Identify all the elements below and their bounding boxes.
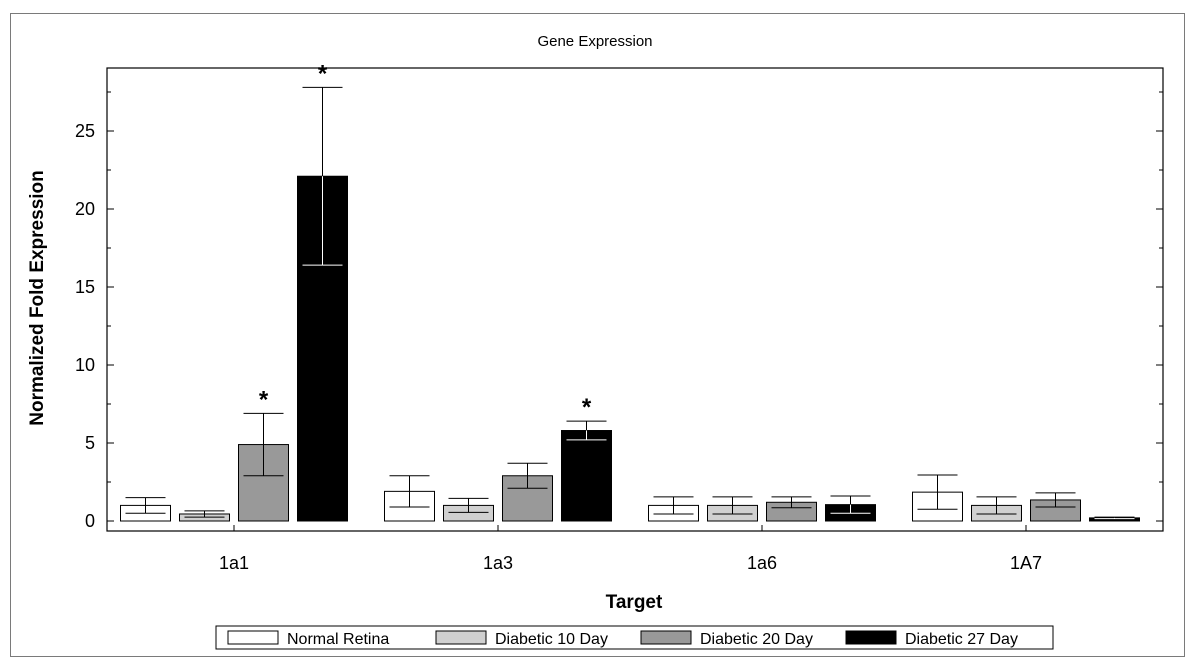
y-axis: 0 5 10 15 20 25 [75, 91, 1163, 531]
legend-box [215, 625, 1054, 650]
legend-label: Normal Retina [287, 631, 389, 648]
legend-label: Diabetic 20 Day [700, 631, 813, 648]
legend-swatch [640, 630, 692, 645]
x-axis: 1a1 1a3 1a6 1A7 [219, 525, 1042, 573]
chart-title: Gene Expression [537, 33, 652, 50]
legend-label: Diabetic 10 Day [495, 631, 608, 648]
significance-marker: * [318, 60, 328, 87]
bar [561, 430, 612, 522]
plot-border [106, 67, 1164, 532]
legend: Normal Retina Diabetic 10 Day Diabetic 20 … [215, 625, 1054, 650]
y-tick-label: 5 [85, 433, 95, 453]
significance-marker: * [582, 394, 592, 421]
y-tick-label: 25 [75, 121, 95, 141]
legend-swatch [227, 630, 279, 645]
y-tick-label: 10 [75, 355, 95, 375]
chart-frame [10, 13, 1185, 657]
significance-marker: * [259, 386, 269, 413]
y-tick-label: 20 [75, 199, 95, 219]
x-tick-label: 1a6 [747, 553, 777, 573]
legend-swatch [435, 630, 487, 645]
x-axis-label: Target [606, 592, 663, 613]
legend-label: Diabetic 27 Day [905, 631, 1018, 648]
y-tick-label: 15 [75, 277, 95, 297]
x-tick-label: 1a1 [219, 553, 249, 573]
y-tick-label: 0 [85, 511, 95, 531]
bars-layer: * * * [120, 60, 1140, 522]
legend-swatch [845, 630, 897, 645]
y-axis-label: Normalized Fold Expression [27, 170, 48, 426]
x-tick-label: 1a3 [483, 553, 513, 573]
x-tick-label: 1A7 [1010, 553, 1042, 573]
plot-area [106, 67, 1164, 532]
